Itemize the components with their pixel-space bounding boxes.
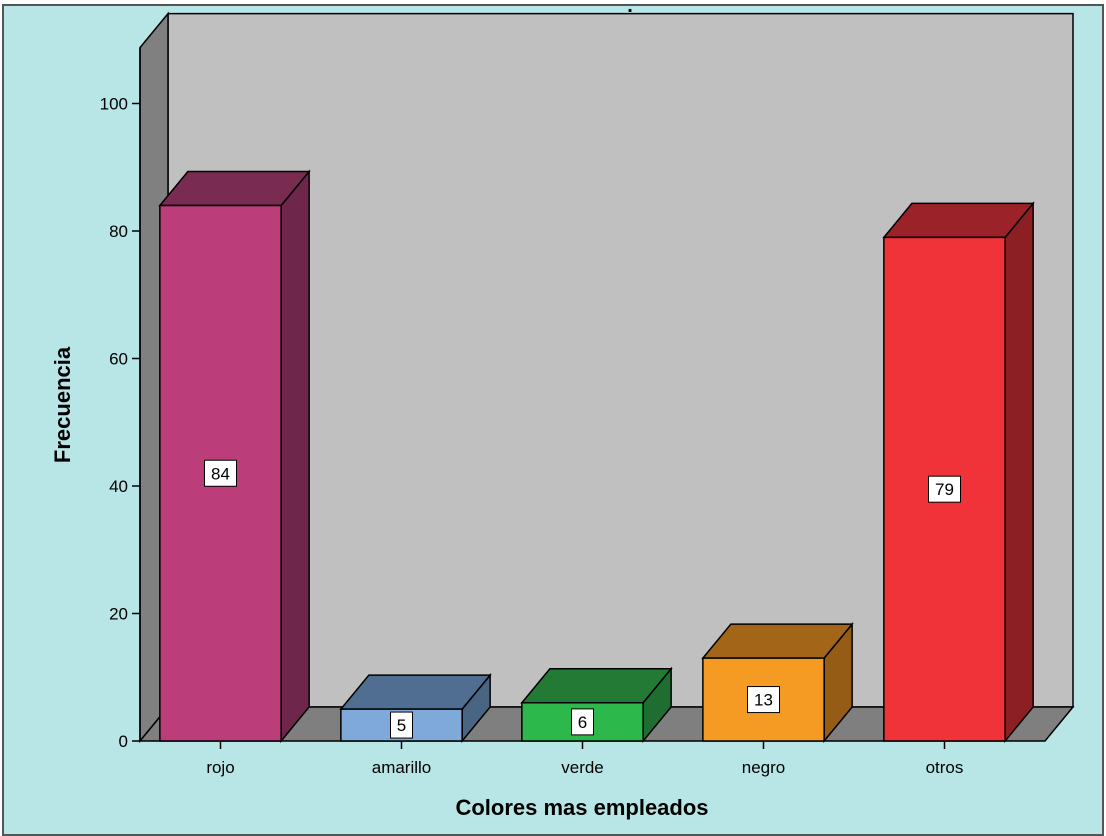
bar-side bbox=[280, 169, 310, 744]
data-label-box bbox=[390, 711, 413, 739]
x-tick-label: rojo bbox=[206, 758, 234, 777]
x-tick-label: amarillo bbox=[372, 758, 432, 777]
bar-side bbox=[1004, 201, 1034, 744]
bar-otros: 79 bbox=[882, 201, 1035, 744]
x-tick-label: negro bbox=[742, 758, 785, 777]
bar-rojo: 84 bbox=[158, 169, 311, 744]
y-axis: 0 20 40 60 80 100 bbox=[100, 47, 141, 751]
y-tick-label: 40 bbox=[109, 477, 128, 496]
data-label: 13 bbox=[754, 691, 773, 710]
x-tick-label: verde bbox=[561, 758, 604, 777]
chart-title: . bbox=[627, 0, 633, 17]
data-label: 6 bbox=[578, 713, 587, 732]
y-axis-label: Frecuencia bbox=[50, 346, 75, 463]
data-label-box bbox=[204, 459, 237, 487]
bars-group: 84 5 6 13 79 bbox=[158, 169, 1035, 744]
x-tick-label: otros bbox=[926, 758, 964, 777]
data-label: 5 bbox=[397, 716, 406, 735]
y-tick-label: 0 bbox=[119, 732, 128, 751]
data-label-box bbox=[928, 475, 961, 503]
y-tick-label: 60 bbox=[109, 350, 128, 369]
data-label-box bbox=[571, 708, 594, 736]
y-tick-label: 80 bbox=[109, 222, 128, 241]
y-tick-label: 100 bbox=[100, 95, 128, 114]
x-axis-ticks: rojo amarillo verde negro otros bbox=[206, 741, 963, 777]
bar-negro: 13 bbox=[701, 622, 854, 744]
data-label-box bbox=[747, 686, 780, 714]
bar-amarillo: 5 bbox=[339, 673, 492, 744]
y-tick-label: 20 bbox=[109, 605, 128, 624]
data-label: 84 bbox=[211, 464, 230, 483]
bar-verde: 6 bbox=[520, 666, 673, 744]
data-label: 79 bbox=[935, 480, 954, 499]
x-axis-label: Colores mas empleados bbox=[455, 795, 708, 820]
